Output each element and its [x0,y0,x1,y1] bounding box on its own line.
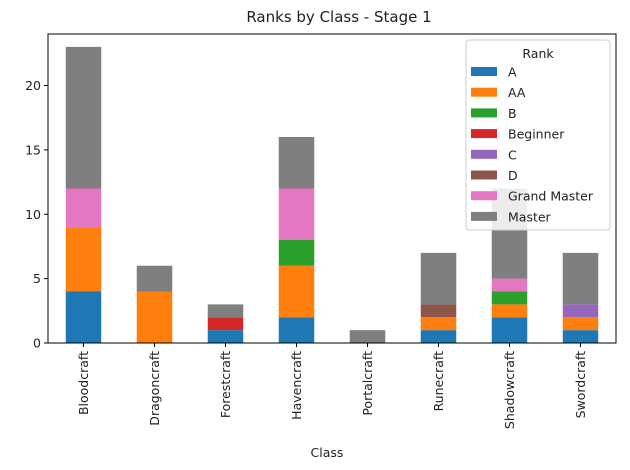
x-tick-label: Shadowcraft [502,351,517,429]
x-tick-label: Dragoncraft [147,351,162,426]
bar-portalcraft-master [349,330,386,344]
bar-havencraft-grand-master [278,188,315,240]
bar-shadowcraft-grand-master [491,278,528,292]
y-tick-label: 20 [25,78,41,93]
legend-label: D [508,168,518,183]
bars-group [65,46,599,344]
bar-forestcraft-master [207,304,244,318]
bar-swordcraft-aa [562,317,599,331]
x-tick-label: Portalcraft [360,351,375,416]
legend-swatch [471,149,497,159]
chart-title: Ranks by Class - Stage 1 [246,8,431,26]
bar-shadowcraft-b [491,291,528,305]
bar-runecraft-aa [420,317,457,331]
legend-frame [465,39,611,231]
bar-havencraft-a [278,317,315,343]
bar-bloodcraft-master [65,46,102,189]
legend-label: Grand Master [508,189,594,204]
y-tick-label: 0 [33,336,41,351]
bar-havencraft-master [278,137,315,189]
x-axis-title: Class [311,445,344,460]
y-tick-label: 10 [25,207,41,222]
x-tick-label: Swordcraft [573,351,588,419]
bar-shadowcraft-a [491,317,528,343]
legend-label: C [508,147,517,162]
legend-title: Rank [522,46,554,61]
bar-bloodcraft-a [65,291,102,343]
bar-dragoncraft-aa [136,291,173,343]
plot-frame [47,33,617,344]
x-axis: Bloodcraft Dragoncraft Forestcraft Havencra… [76,343,588,429]
bar-bloodcraft-aa [65,227,102,292]
legend-swatch [471,67,497,76]
legend-swatch [471,87,497,97]
bar-runecraft-a [420,330,457,344]
bar-runecraft-d [420,304,457,318]
legend-label: Master [508,209,552,224]
y-axis: 0 5 10 15 20 [25,78,48,351]
legend-label: AA [508,85,526,100]
legend-swatch [471,108,497,118]
legend-label: Beginner [508,127,565,142]
bar-swordcraft-a [562,330,599,344]
legend-swatch [471,211,497,221]
y-tick-label: 15 [25,142,41,157]
bar-havencraft-aa [278,265,315,318]
legend-label: A [508,65,517,80]
bar-shadowcraft-aa [491,304,528,318]
bar-forestcraft-a [207,330,244,344]
bar-bloodcraft-grand-master [65,188,102,228]
legend-swatch [471,170,497,180]
legend-swatch [471,191,497,201]
bar-havencraft-b [278,240,315,266]
bar-swordcraft-master [562,252,599,305]
x-tick-label: Havencraft [289,351,304,420]
y-tick-label: 5 [33,271,41,286]
x-tick-label: Bloodcraft [76,351,91,415]
bar-swordcraft-c [562,304,599,318]
bar-forestcraft-beginner [207,317,244,331]
legend-label: B [508,106,517,121]
x-tick-label: Runecraft [431,351,446,412]
legend-swatch [471,129,497,139]
bar-dragoncraft-master [136,265,173,292]
x-tick-label: Forestcraft [218,351,233,418]
bar-runecraft-master [420,252,457,305]
